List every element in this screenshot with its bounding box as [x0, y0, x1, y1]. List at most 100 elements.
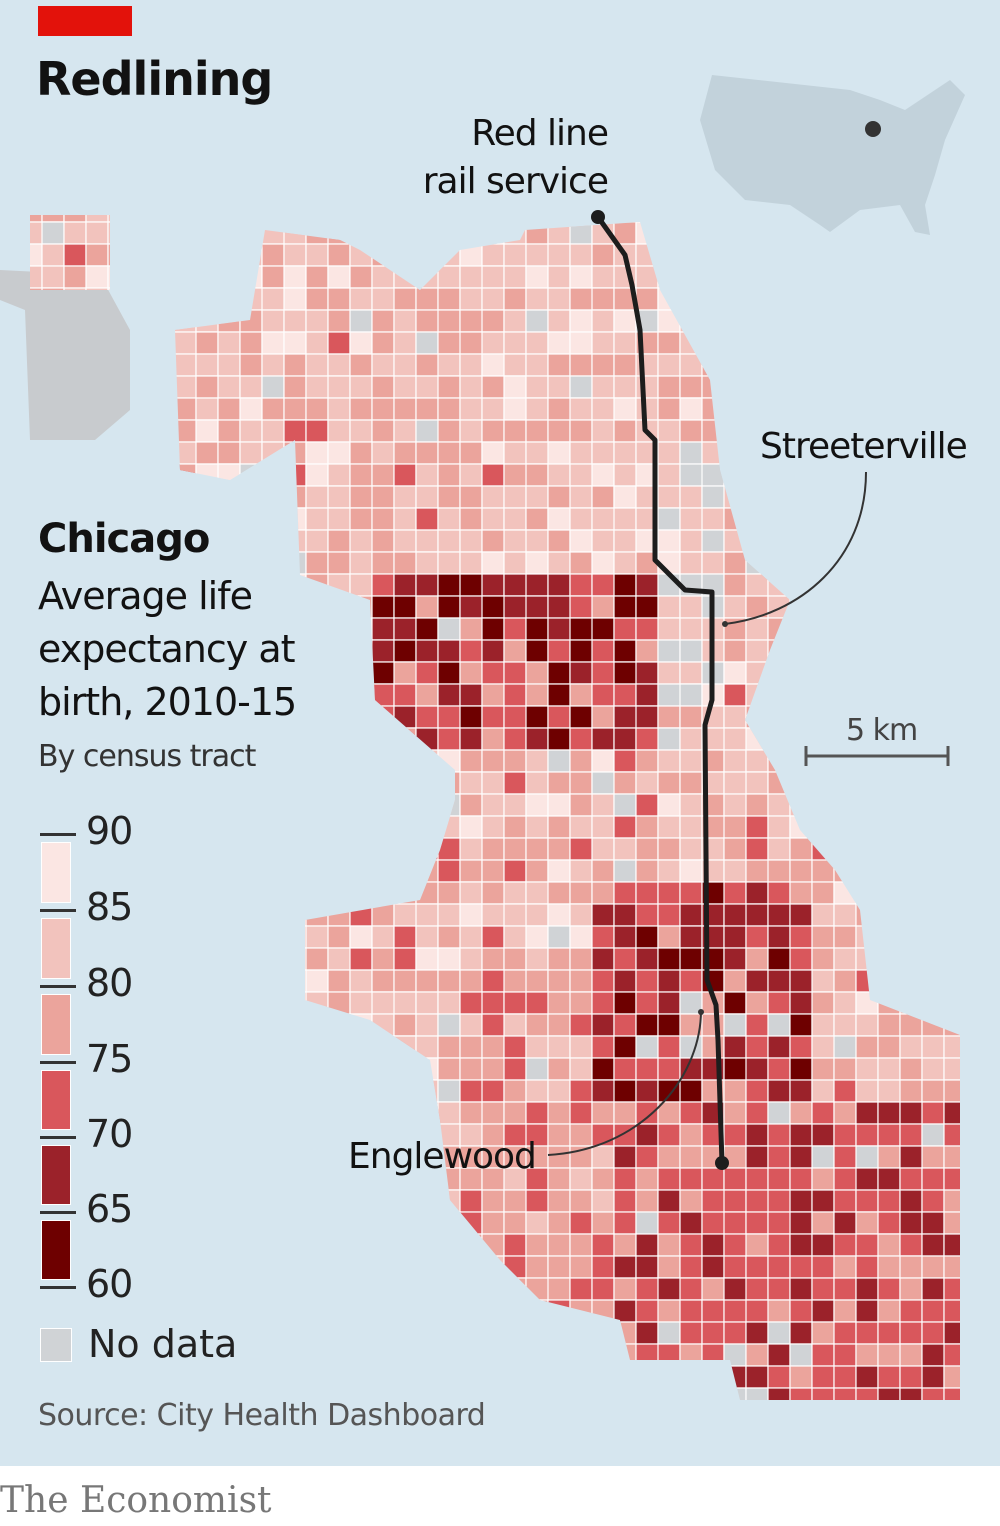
census-tract [503, 859, 527, 883]
census-tract [481, 507, 505, 531]
census-tract [393, 1035, 417, 1059]
census-tract [349, 221, 373, 245]
census-tract [261, 727, 285, 751]
census-tract [657, 991, 681, 1015]
census-tract [679, 485, 703, 509]
census-tract [966, 1036, 988, 1058]
census-tract [459, 1299, 483, 1323]
census-tract [525, 1365, 549, 1389]
census-tract [371, 705, 395, 729]
census-tract [613, 771, 637, 795]
census-tract [569, 1013, 593, 1037]
census-tract [899, 375, 945, 399]
census-tract [679, 925, 703, 949]
census-tract [195, 1255, 219, 1279]
census-tract [173, 859, 197, 883]
census-tract [855, 947, 901, 971]
census-tract [679, 441, 703, 465]
census-tract [547, 859, 571, 883]
census-tract [371, 639, 395, 663]
census-tract [921, 991, 945, 1015]
census-tract [723, 683, 747, 707]
census-tract [327, 1365, 373, 1389]
census-tract [569, 881, 593, 905]
census-tract [745, 287, 769, 311]
census-tract [371, 837, 395, 861]
census-tract [547, 1343, 571, 1367]
census-tract [679, 309, 703, 333]
census-tract [349, 1233, 373, 1257]
census-tract [547, 925, 571, 949]
census-tract [943, 1079, 960, 1103]
census-tract [261, 1145, 285, 1169]
census-tract [30, 463, 43, 487]
census-tract [305, 947, 329, 971]
census-tract [679, 265, 703, 289]
census-tract [569, 397, 593, 421]
census-tract [921, 617, 945, 641]
census-tract [966, 662, 988, 684]
scale-label: 5 km [846, 713, 918, 748]
census-tract [569, 771, 593, 795]
census-tract [327, 1321, 351, 1345]
census-tract [811, 837, 835, 861]
census-tract [261, 1233, 285, 1257]
census-tract [393, 397, 417, 421]
census-tract [899, 771, 923, 795]
census-tract [107, 221, 131, 245]
census-tract [591, 815, 615, 839]
census-tract [569, 727, 593, 751]
census-tract [305, 1365, 329, 1389]
census-tract [635, 1101, 659, 1125]
census-tract [591, 419, 615, 443]
census-tract [173, 903, 197, 927]
census-tract [283, 1365, 307, 1389]
census-tract [437, 485, 461, 509]
census-tract [239, 837, 263, 861]
red-line-south-terminus [715, 1156, 729, 1170]
census-tract [657, 881, 681, 905]
census-tract [679, 1079, 703, 1103]
census-tract [723, 1365, 747, 1389]
census-tract [547, 793, 571, 817]
census-tract [305, 639, 329, 663]
census-tract [30, 991, 43, 1015]
census-tract [635, 1189, 659, 1213]
census-tract [855, 331, 879, 355]
census-tract [327, 1057, 351, 1081]
census-tract [305, 551, 329, 575]
census-tract [503, 727, 527, 751]
red-line-north-terminus [591, 210, 605, 224]
census-tract [327, 441, 351, 465]
census-tract [129, 397, 153, 421]
census-tract [415, 243, 439, 267]
census-tract [833, 397, 857, 421]
census-tract [943, 1321, 960, 1345]
census-tract [679, 1387, 725, 1400]
census-tract [569, 1299, 593, 1323]
census-tract [635, 1145, 659, 1169]
census-tract [41, 793, 87, 817]
census-tract [855, 771, 879, 795]
census-tract [877, 375, 901, 399]
census-tract [195, 221, 219, 245]
census-tract [525, 639, 549, 663]
census-tract [283, 1079, 307, 1103]
census-tract [899, 397, 923, 421]
census-tract [30, 1233, 43, 1257]
census-tract [767, 595, 791, 619]
census-tract [547, 639, 571, 663]
census-tract [679, 1145, 703, 1169]
legend-swatch-80-85 [41, 918, 71, 979]
census-tract [217, 947, 241, 971]
census-tract [283, 507, 307, 531]
census-tract [283, 1233, 307, 1257]
census-tract [85, 485, 131, 509]
census-tract [745, 529, 769, 553]
census-tract [789, 507, 813, 531]
census-tract [415, 639, 439, 663]
legend-tick [40, 1136, 76, 1139]
census-tract [789, 815, 813, 839]
census-tract [327, 287, 351, 311]
census-tract [789, 1365, 813, 1389]
